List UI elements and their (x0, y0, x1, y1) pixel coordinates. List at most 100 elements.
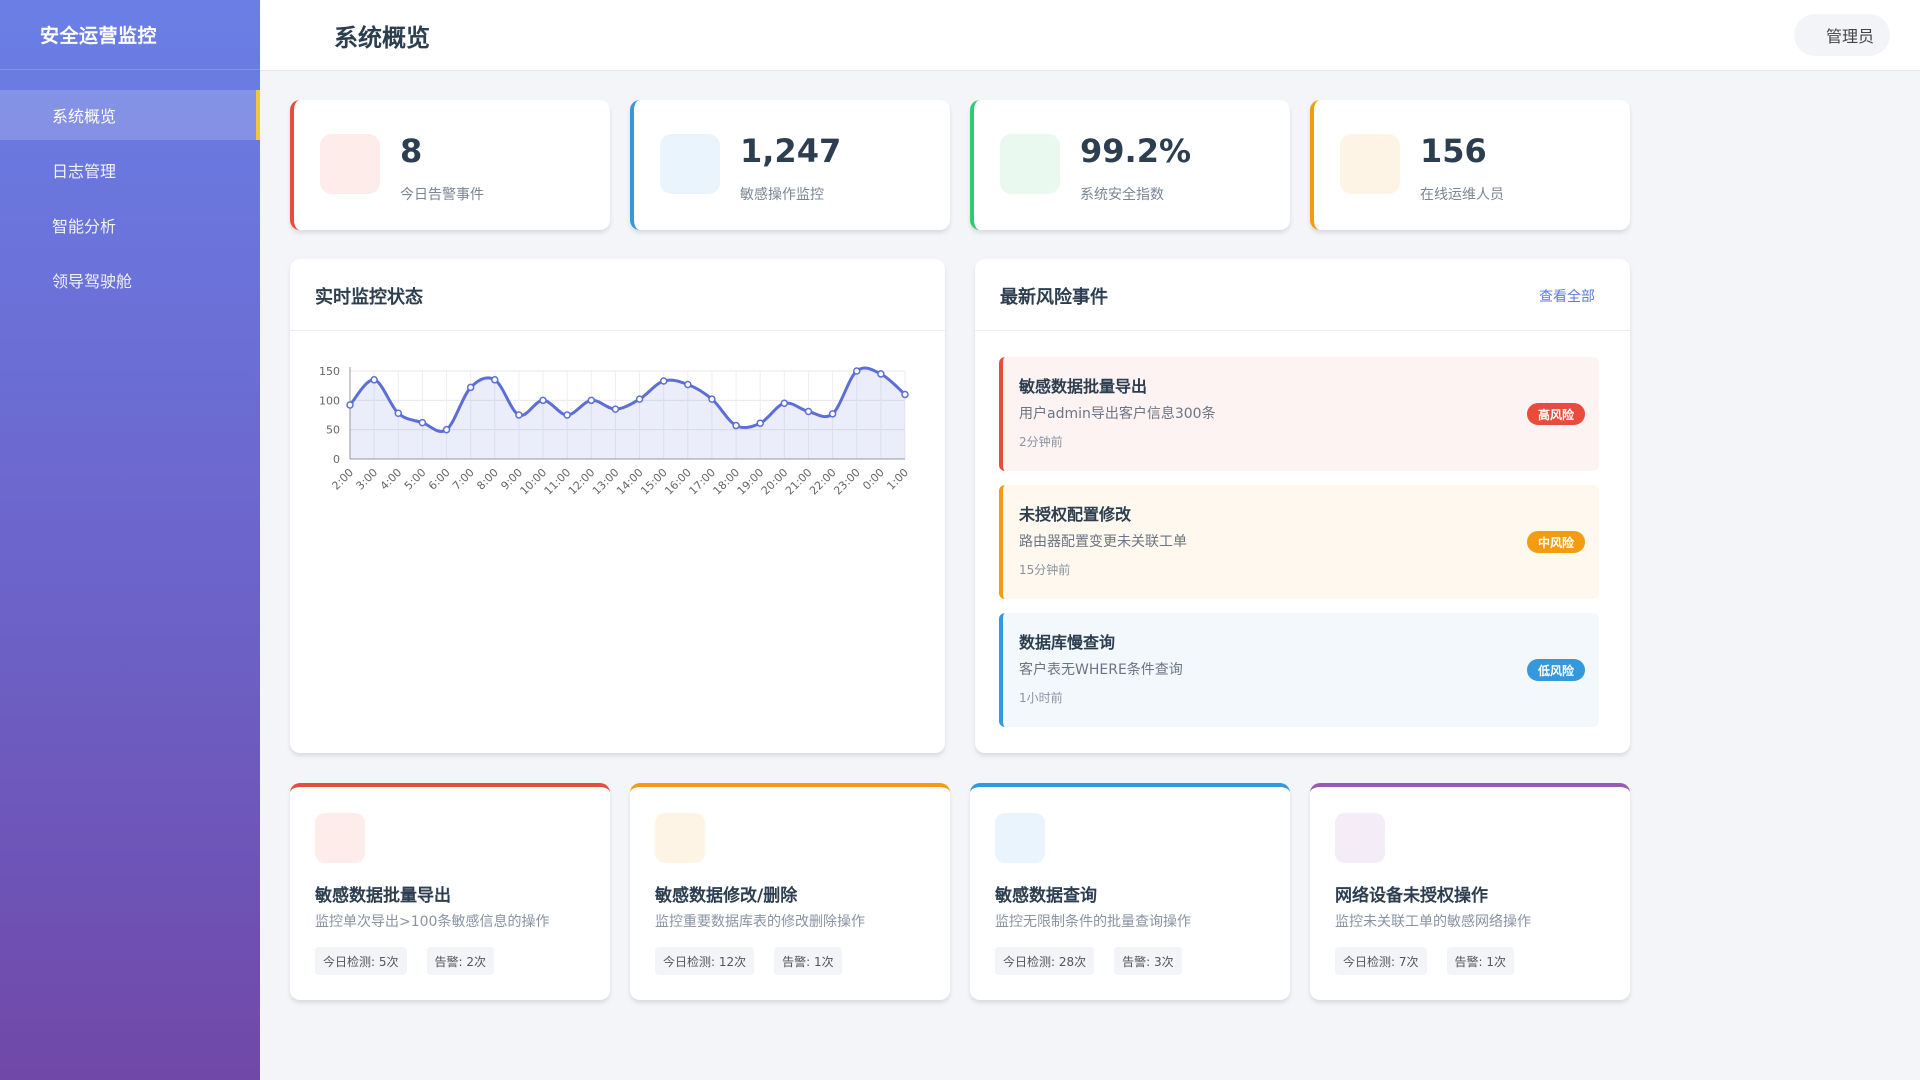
data-point (515, 411, 523, 419)
stat-card-online-staff[interactable]: 156 在线运维人员 (1310, 100, 1630, 230)
search-icon (995, 813, 1045, 863)
user-menu-button[interactable]: 管理员 (1793, 14, 1890, 56)
x-tick-label: 7:00 (450, 466, 477, 493)
y-tick-label: 50 (326, 424, 340, 437)
sidebar: 安全运营监控 系统概览 日志管理 智能分析 领导驾驶舱 (0, 0, 260, 1080)
network-icon (1335, 813, 1385, 863)
x-tick-label: 16:00 (662, 466, 694, 498)
edit-icon (655, 813, 705, 863)
monitor-card-modify-delete[interactable]: 敏感数据修改/删除 监控重要数据库表的修改删除操作 今日检测: 12次 告警: … (630, 783, 950, 1000)
export-icon (315, 813, 365, 863)
monitor-card-query[interactable]: 敏感数据查询 监控无限制条件的批量查询操作 今日检测: 28次 告警: 3次 (970, 783, 1290, 1000)
data-point (877, 370, 885, 378)
monitor-card-desc: 监控重要数据库表的修改删除操作 (655, 914, 865, 930)
x-tick-label: 17:00 (686, 466, 718, 498)
monitor-card-batch-export[interactable]: 敏感数据批量导出 监控单次导出>100条敏感信息的操作 今日检测: 5次 告警:… (290, 783, 610, 1000)
data-point (804, 407, 813, 416)
data-point (611, 405, 620, 413)
risk-event-time: 2分钟前 (1019, 435, 1063, 449)
sidebar-item-overview[interactable]: 系统概览 (0, 90, 260, 140)
realtime-line-chart: 0501001502:003:004:005:006:007:008:009:0… (319, 365, 911, 498)
x-tick-label: 0:00 (860, 466, 887, 493)
sidebar-item-logs[interactable]: 日志管理 (52, 162, 117, 181)
monitor-card-tags: 今日检测: 7次 告警: 1次 (1335, 947, 1534, 975)
alert-count-tag: 告警: 1次 (1446, 947, 1514, 975)
monitor-card-desc: 监控单次导出>100条敏感信息的操作 (315, 914, 550, 930)
risk-event-desc: 路由器配置变更未关联工单 (1019, 534, 1187, 550)
data-point (563, 411, 571, 419)
stat-label: 系统安全指数 (1080, 187, 1164, 203)
stat-value: 156 (1420, 132, 1487, 170)
x-tick-label: 21:00 (783, 466, 815, 498)
sidebar-item-analysis[interactable]: 智能分析 (52, 217, 117, 236)
stat-label: 今日告警事件 (400, 187, 484, 203)
data-point (418, 418, 427, 427)
data-point (828, 410, 837, 418)
x-tick-label: 20:00 (759, 466, 791, 498)
data-point (539, 396, 547, 405)
panel-header: 最新风险事件 查看全部 (975, 259, 1630, 331)
data-point (901, 390, 909, 399)
data-point (756, 419, 764, 427)
stat-value: 8 (400, 132, 423, 170)
risk-event-title: 敏感数据批量导出 (1019, 377, 1148, 396)
stat-card-security-index[interactable]: 99.2% 系统安全指数 (970, 100, 1290, 230)
stat-value: 99.2% (1080, 132, 1192, 170)
data-point (442, 425, 451, 434)
x-tick-label: 13:00 (590, 466, 622, 498)
risk-event-item[interactable]: 数据库慢查询 客户表无WHERE条件查询 1小时前 低风险 (999, 613, 1599, 727)
detect-count-tag: 今日检测: 12次 (655, 947, 755, 975)
risk-level-badge: 低风险 (1526, 659, 1585, 681)
data-point (370, 376, 378, 384)
user-name: 管理员 (1825, 27, 1874, 46)
data-point (466, 383, 475, 392)
brand-title: 安全运营监控 (0, 0, 260, 70)
data-point (587, 396, 596, 405)
x-tick-label: 10:00 (518, 466, 550, 498)
risk-event-title: 数据库慢查询 (1019, 633, 1116, 652)
data-point (659, 377, 668, 385)
x-tick-label: 14:00 (614, 466, 646, 498)
sidebar-item-cockpit[interactable]: 领导驾驶舱 (52, 272, 133, 291)
x-tick-label: 12:00 (566, 466, 598, 498)
shield-icon (1000, 134, 1060, 194)
x-tick-label: 19:00 (735, 466, 767, 498)
eye-icon (660, 134, 720, 194)
data-point (852, 367, 861, 375)
detect-count-tag: 今日检测: 5次 (315, 947, 407, 975)
alert-count-tag: 告警: 2次 (426, 947, 494, 975)
panel-title: 实时监控状态 (315, 287, 423, 308)
x-tick-label: 18:00 (711, 466, 743, 498)
risk-level-badge: 高风险 (1526, 403, 1585, 425)
data-point (780, 399, 789, 408)
panel-title: 最新风险事件 (1000, 287, 1108, 308)
y-tick-label: 0 (333, 453, 340, 466)
x-tick-label: 5:00 (402, 466, 429, 493)
detect-count-tag: 今日检测: 7次 (1335, 947, 1427, 975)
series-area (350, 367, 905, 459)
data-point (708, 395, 716, 403)
risk-event-time: 1小时前 (1019, 691, 1063, 705)
data-point (732, 421, 740, 430)
risk-event-item[interactable]: 敏感数据批量导出 用户admin导出客户信息300条 2分钟前 高风险 (999, 357, 1599, 471)
x-tick-label: 2:00 (329, 466, 356, 493)
detect-count-tag: 今日检测: 28次 (995, 947, 1095, 975)
x-tick-label: 22:00 (807, 466, 839, 498)
risk-level-badge: 中风险 (1526, 531, 1585, 553)
alert-count-tag: 告警: 1次 (774, 947, 842, 975)
risk-event-title: 未授权配置修改 (1019, 505, 1132, 524)
data-point (491, 376, 499, 384)
risk-event-item[interactable]: 未授权配置修改 路由器配置变更未关联工单 15分钟前 中风险 (999, 485, 1599, 599)
view-all-link[interactable]: 查看全部 (1539, 289, 1595, 305)
stat-card-sensitive-ops[interactable]: 1,247 敏感操作监控 (630, 100, 950, 230)
stat-card-alerts[interactable]: 8 今日告警事件 (290, 100, 610, 230)
page-title: 系统概览 (334, 24, 430, 52)
x-tick-label: 6:00 (426, 466, 453, 493)
risk-event-desc: 客户表无WHERE条件查询 (1019, 662, 1183, 678)
monitor-card-network[interactable]: 网络设备未授权操作 监控未关联工单的敏感网络操作 今日检测: 7次 告警: 1次 (1310, 783, 1630, 1000)
risk-event-time: 15分钟前 (1019, 563, 1071, 577)
stat-label: 敏感操作监控 (740, 187, 824, 203)
panel-header: 实时监控状态 (290, 259, 945, 331)
x-tick-label: 23:00 (831, 466, 863, 498)
x-tick-label: 11:00 (542, 466, 574, 498)
